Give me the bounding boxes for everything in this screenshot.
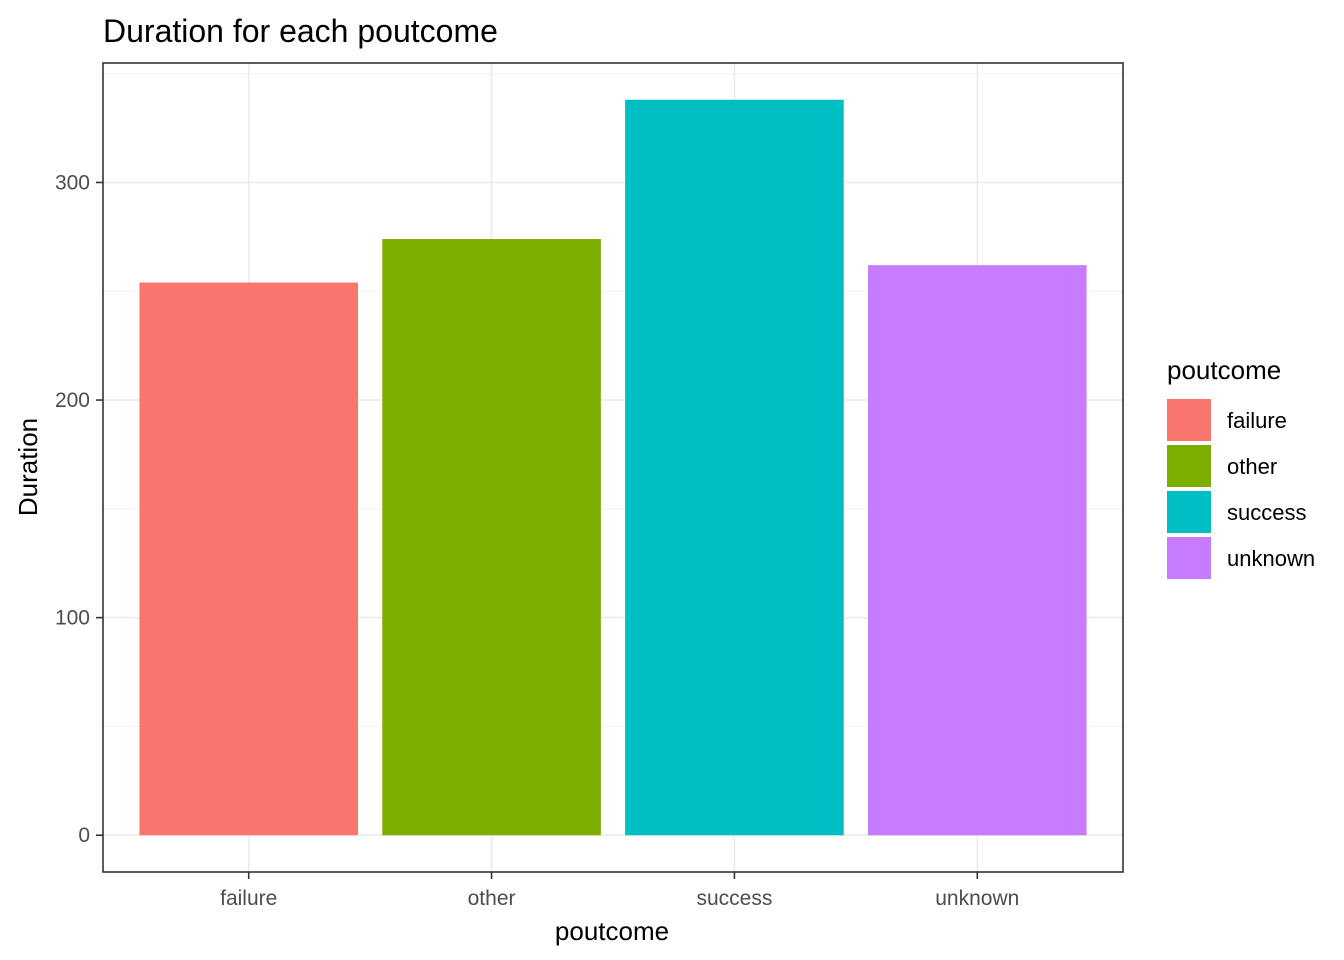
y-tick-label: 300 — [55, 171, 90, 194]
x-tick-label: unknown — [935, 887, 1019, 910]
legend-label-other: other — [1227, 454, 1277, 479]
y-tick-label: 0 — [78, 824, 90, 847]
y-tick-label: 100 — [55, 607, 90, 630]
x-tick-label: failure — [220, 887, 277, 910]
legend-key-unknown — [1167, 537, 1211, 579]
panel-border — [102, 62, 1124, 873]
legend-items: failure other success unknown — [1167, 399, 1315, 579]
legend-title: poutcome — [1167, 355, 1281, 385]
legend: poutcome failure other success unknown — [1167, 355, 1315, 579]
bar-success — [625, 99, 844, 836]
x-axis-ticks: failure other success unknown — [220, 872, 1019, 910]
bar-other — [382, 239, 601, 836]
x-axis-title: poutcome — [555, 916, 669, 946]
bar-failure — [139, 282, 358, 836]
x-tick-label: other — [468, 887, 516, 910]
y-tick-label: 200 — [55, 389, 90, 412]
y-axis-ticks: 0 100 200 300 — [55, 171, 103, 847]
bar-unknown — [868, 265, 1087, 836]
legend-label-success: success — [1227, 500, 1306, 525]
chart-title: Duration for each poutcome — [103, 13, 498, 49]
legend-key-success — [1167, 491, 1211, 533]
legend-key-failure — [1167, 399, 1211, 441]
legend-label-failure: failure — [1227, 408, 1287, 433]
bars — [139, 99, 1087, 836]
legend-label-unknown: unknown — [1227, 546, 1315, 571]
x-tick-label: success — [696, 887, 772, 910]
legend-key-other — [1167, 445, 1211, 487]
y-axis-title: Duration — [13, 418, 43, 516]
